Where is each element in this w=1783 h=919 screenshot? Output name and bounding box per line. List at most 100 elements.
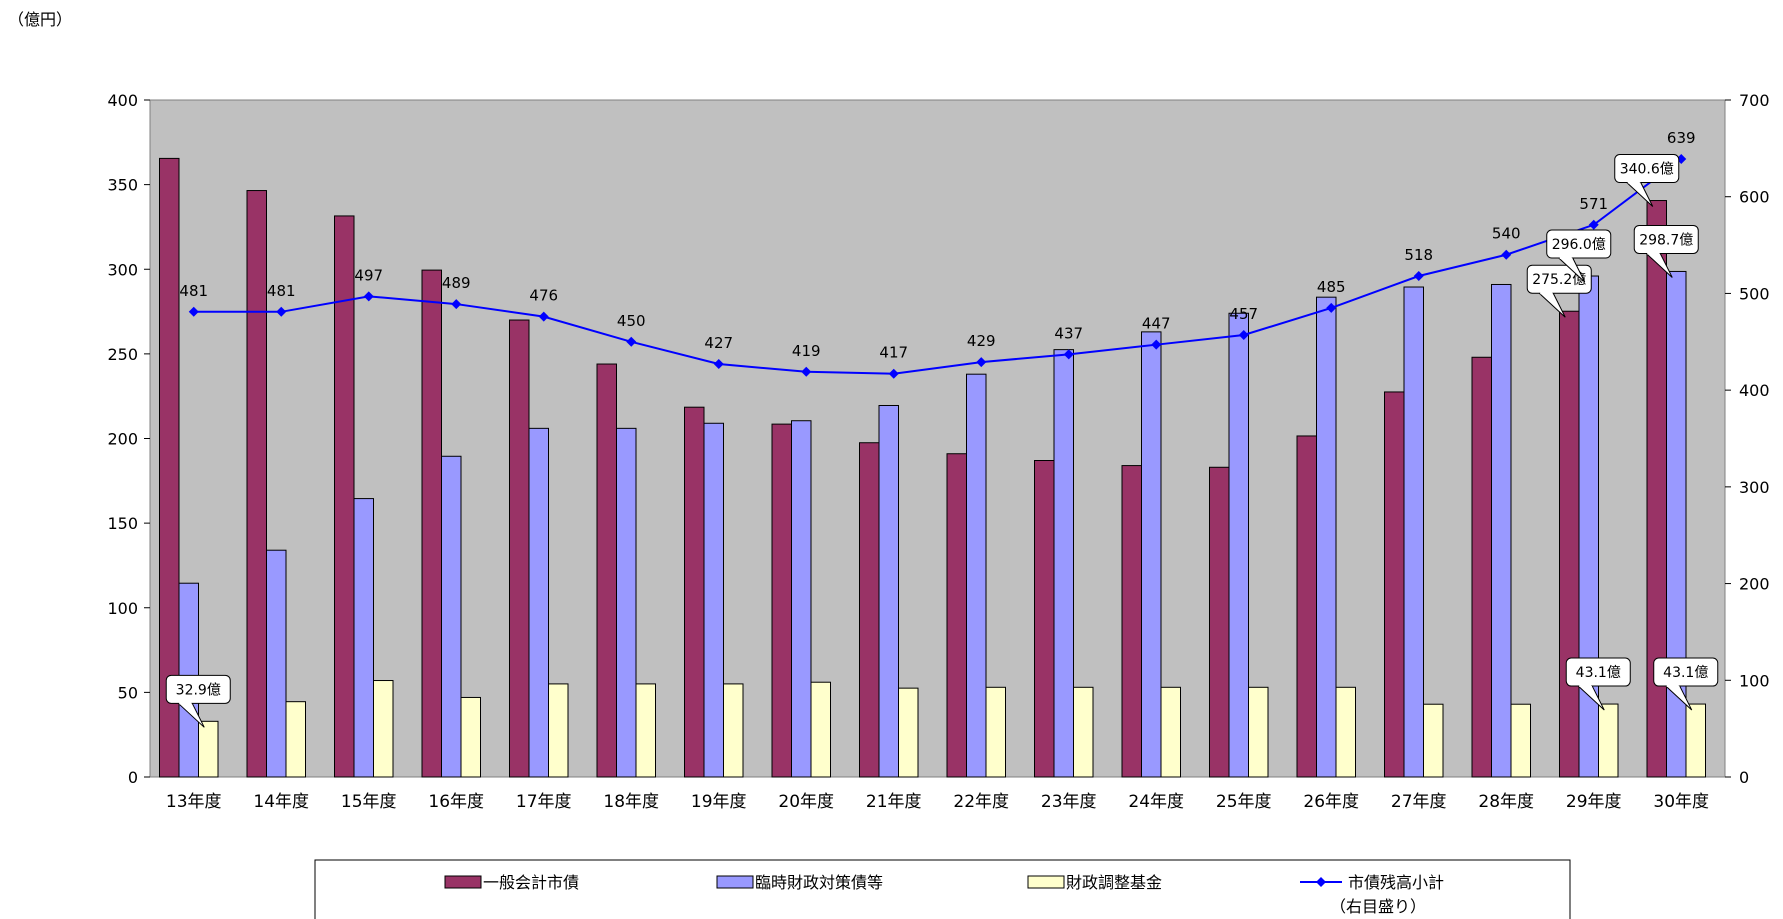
x-tick-label: 22年度: [953, 792, 1009, 812]
line-point: [1238, 330, 1249, 341]
line-data-label: 450: [617, 312, 646, 330]
legend-label-sub: （右目盛り）: [1330, 897, 1426, 916]
right-tick-label: 600: [1739, 188, 1770, 207]
bar: [441, 455, 462, 778]
bar: [266, 549, 287, 778]
line-data-label: 447: [1142, 315, 1171, 333]
bar: [946, 453, 967, 778]
callout-text: 298.7億: [1639, 232, 1693, 248]
bar: [1228, 312, 1249, 778]
bar: [548, 683, 569, 778]
bar: [898, 687, 919, 778]
bar: [1685, 703, 1706, 778]
callout-pointer: [177, 702, 205, 728]
line-data-label: 481: [179, 282, 208, 300]
line-point: [1501, 249, 1512, 260]
bar: [859, 442, 880, 778]
unit-label: （億円）: [8, 10, 73, 29]
callout-box: [1565, 657, 1631, 687]
line-point: [188, 306, 199, 317]
callout-text: 296.0億: [1552, 237, 1606, 253]
callout-text: 340.6億: [1620, 162, 1674, 178]
left-tick-label: 200: [107, 430, 138, 449]
bar: [246, 190, 267, 778]
line-point: [451, 299, 462, 310]
line-point: [1326, 302, 1337, 313]
line-data-label: 540: [1492, 225, 1521, 243]
bar: [1646, 200, 1667, 778]
bar: [1491, 283, 1512, 778]
callout-box: [1546, 229, 1612, 259]
line-point: [976, 357, 987, 368]
bar: [810, 681, 831, 778]
left-tick-label: 400: [107, 91, 138, 110]
bar: [159, 157, 180, 778]
left-tick-label: 100: [107, 599, 138, 618]
bar: [616, 427, 637, 778]
right-tick-label: 700: [1739, 91, 1770, 110]
x-tick-label: 14年度: [253, 792, 309, 812]
bar: [285, 701, 306, 778]
right-tick-label: 0: [1739, 768, 1749, 787]
bar: [1559, 310, 1580, 778]
left-tick-label: 300: [107, 260, 138, 279]
left-tick-label: 150: [107, 514, 138, 533]
line-series: 481 481 497 489 476 450 427 419 417 429 437 447 457 4…: [179, 129, 1696, 379]
line-point: [1151, 339, 1162, 350]
line-point: [1413, 271, 1424, 282]
bar: [353, 498, 374, 778]
line-data-label: 485: [1317, 278, 1346, 296]
x-tick-label: 18年度: [603, 792, 659, 812]
right-axis: 0 100 200 300 400 500 600 700: [1725, 91, 1770, 787]
callout-box: [165, 674, 231, 704]
line-data-label: 417: [879, 344, 908, 362]
bar: [1121, 465, 1142, 778]
legend-label: 一般会計市債: [483, 873, 579, 892]
line-point: [1063, 349, 1074, 360]
bar: [1053, 349, 1074, 778]
line-data-label: 571: [1579, 195, 1608, 213]
line-point: [888, 368, 899, 379]
right-tick-label: 400: [1739, 381, 1770, 400]
x-tick-label: 15年度: [341, 792, 397, 812]
bar: [373, 680, 394, 778]
left-tick-label: 350: [107, 176, 138, 195]
callout-text: 43.1億: [1663, 665, 1708, 681]
bar-series: [159, 157, 1706, 778]
legend-label: 臨時財政対策債等: [755, 873, 883, 892]
legend-swatch: [1027, 875, 1065, 889]
callouts: 32.9億 275.2億 296.0億 43.1億 340.6億 298.7億 43.1億: [165, 154, 1719, 728]
bar: [635, 683, 656, 778]
bar: [1141, 331, 1162, 778]
bar: [1209, 466, 1230, 778]
x-tick-label: 13年度: [166, 792, 222, 812]
bar: [1403, 286, 1424, 778]
line-data-label: 489: [442, 274, 471, 292]
x-tick-label: 30年度: [1653, 792, 1709, 812]
left-tick-label: 0: [128, 768, 138, 787]
legend-swatch: [716, 875, 754, 889]
bar: [703, 422, 724, 778]
bar: [1073, 686, 1094, 778]
x-tick-label: 20年度: [778, 792, 834, 812]
legend-box: [314, 859, 1571, 919]
bar: [1666, 270, 1687, 778]
left-axis: 0 50 100 150 200 250 300 350 400: [107, 91, 150, 787]
bar: [985, 686, 1006, 778]
bar: [771, 423, 792, 778]
x-axis: 13年度 14年度 15年度 16年度 17年度 18年度 19年度 20年度 21年度 22年度…: [166, 792, 1709, 812]
bar: [421, 269, 442, 778]
line-data-label: 427: [704, 334, 733, 352]
line-point: [713, 359, 724, 370]
bar: [460, 696, 481, 778]
x-tick-label: 16年度: [428, 792, 484, 812]
legend-line-marker: [1316, 877, 1326, 887]
bar: [1335, 686, 1356, 778]
callout-pointer: [1645, 253, 1673, 278]
left-tick-label: 250: [107, 345, 138, 364]
bar: [966, 373, 987, 778]
x-tick-label: 19年度: [691, 792, 747, 812]
x-tick-label: 25年度: [1216, 792, 1272, 812]
line-data-label: 497: [354, 266, 383, 284]
